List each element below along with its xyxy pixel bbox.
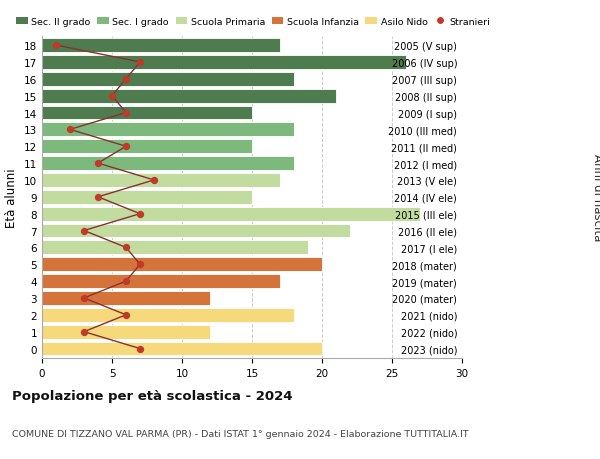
Bar [42, 123, 294, 137]
Point [93, 160, 103, 168]
Bar [42, 241, 308, 255]
Point [79, 227, 89, 235]
Point [121, 244, 131, 252]
Bar [42, 207, 420, 221]
Y-axis label: Età alunni: Età alunni [5, 168, 19, 227]
Point [121, 76, 131, 83]
Bar [42, 325, 210, 339]
Bar [42, 157, 294, 171]
Point [79, 328, 89, 336]
Point [135, 59, 145, 67]
Point [149, 177, 159, 184]
Point [79, 295, 89, 302]
Text: Anni di nascita: Anni di nascita [590, 154, 600, 241]
Point [121, 278, 131, 285]
Bar [42, 291, 210, 305]
Text: Popolazione per età scolastica - 2024: Popolazione per età scolastica - 2024 [12, 389, 293, 403]
Bar [42, 174, 280, 187]
Point [121, 110, 131, 117]
Point [93, 194, 103, 201]
Point [51, 42, 61, 50]
Point [135, 261, 145, 269]
Legend: Sec. II grado, Sec. I grado, Scuola Primaria, Scuola Infanzia, Asilo Nido, Stran: Sec. II grado, Sec. I grado, Scuola Prim… [13, 14, 494, 30]
Bar [42, 140, 252, 154]
Point [121, 312, 131, 319]
Bar [42, 224, 350, 238]
Bar [42, 190, 252, 204]
Point [135, 211, 145, 218]
Bar [42, 258, 322, 272]
Bar [42, 308, 294, 322]
Bar [42, 39, 280, 53]
Bar [42, 73, 294, 86]
Text: COMUNE DI TIZZANO VAL PARMA (PR) - Dati ISTAT 1° gennaio 2024 - Elaborazione TUT: COMUNE DI TIZZANO VAL PARMA (PR) - Dati … [12, 429, 469, 438]
Point [65, 126, 75, 134]
Point [135, 345, 145, 353]
Point [107, 93, 117, 100]
Bar [42, 274, 280, 288]
Bar [42, 106, 252, 120]
Bar [42, 56, 406, 70]
Bar [42, 342, 322, 356]
Bar [42, 90, 336, 103]
Point [121, 143, 131, 151]
